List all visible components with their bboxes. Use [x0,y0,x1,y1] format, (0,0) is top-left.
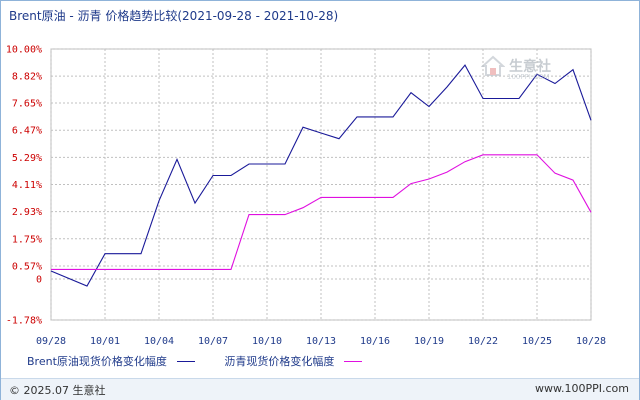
legend: Brent原油现货价格变化幅度 沥青现货价格变化幅度 [27,353,388,369]
grid [50,48,592,321]
chart-title: Brent原油 - 沥青 价格趋势比较(2021-09-28 - 2021-10… [9,9,339,23]
y-tick-label: 2.93% [12,207,42,218]
legend-item-brent: Brent原油现货价格变化幅度 [27,353,195,369]
legend-item-asphalt: 沥青现货价格变化幅度 [224,353,363,369]
site-link[interactable]: www.100PPI.com [535,382,629,395]
y-tick-label: 0 [36,275,42,286]
x-tick-label: 10/13 [306,336,336,346]
y-tick-label: 4.11% [12,180,42,191]
watermark-logo: 生意社 100PPI.COM [481,55,551,81]
y-tick-label: 5.29% [12,153,42,164]
footer-bar: © 2025.07 生意社 www.100PPI.com [1,378,639,400]
y-axis: 10.00% 8.82% 7.65% 6.47% 5.29% 4.11% 2.93% 1.75… [6,45,42,327]
y-tick-label: 7.65% [12,99,42,110]
x-tick-label: 10/04 [144,336,174,346]
y-tick-label: 0.57% [12,261,42,272]
series-line-asphalt [51,154,592,270]
line-chart: 10.00% 8.82% 7.65% 6.47% 5.29% 4.11% 2.93% 1.75… [6,45,606,347]
watermark-brand: 生意社 [509,59,551,75]
x-tick-label: 10/10 [252,336,282,346]
house-icon [481,55,505,76]
x-tick-label: 10/28 [576,336,606,346]
legend-label-brent: Brent原油现货价格变化幅度 [27,355,167,368]
x-tick-label: 10/07 [198,336,228,346]
x-tick-label: 10/22 [468,336,498,346]
x-tick-label: 10/19 [414,336,444,346]
legend-swatch-brent [176,360,195,362]
watermark-sub: 100PPI.COM [507,73,550,81]
legend-label-asphalt: 沥青现货价格变化幅度 [224,355,335,368]
y-tick-label: 8.82% [12,72,42,83]
y-tick-label: 6.47% [12,126,42,137]
x-tick-label: 10/01 [90,336,120,346]
y-tick-label: 10.00% [6,45,42,56]
series-line-brent [50,64,592,287]
y-tick-label: -1.78% [6,316,42,327]
series-lines [50,64,592,287]
y-tick-label: 1.75% [12,234,42,245]
copyright-text: © 2025.07 生意社 [9,384,106,397]
x-tick-label: 10/25 [522,336,552,346]
x-tick-label: 09/28 [36,336,66,346]
x-axis: 09/28 10/01 10/04 10/07 10/10 10/13 10/16 10/19… [36,336,606,346]
x-tick-label: 10/16 [360,336,390,346]
legend-swatch-asphalt [344,360,363,362]
